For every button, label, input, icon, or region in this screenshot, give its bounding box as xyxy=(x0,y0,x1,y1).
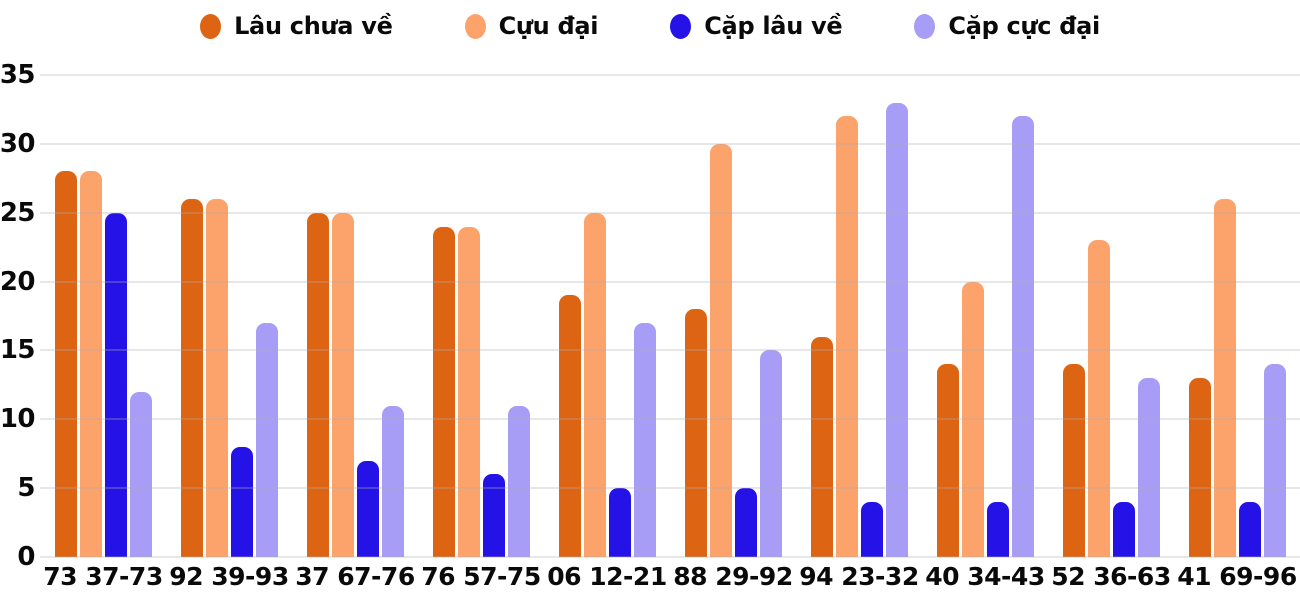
legend-dot-icon xyxy=(200,13,222,39)
bar-series-3-group-0 xyxy=(129,391,152,557)
x-category-label: 76 57-75 xyxy=(421,562,541,591)
bar-series-2-group-9 xyxy=(1238,501,1261,557)
x-category-label: 92 39-93 xyxy=(169,562,289,591)
bar-series-0-group-3 xyxy=(432,226,455,557)
bar-group-9 xyxy=(1174,75,1300,557)
bar-series-3-group-4 xyxy=(633,322,656,557)
bar-series-3-group-2 xyxy=(381,405,404,557)
bar-series-3-group-8 xyxy=(1137,377,1160,557)
x-category-label: 37 67-76 xyxy=(295,562,415,591)
y-tick-label: 15 xyxy=(0,335,36,366)
y-tick-label: 10 xyxy=(0,404,36,435)
bar-series-3-group-7 xyxy=(1011,116,1034,557)
x-category-label: 88 29-92 xyxy=(673,562,793,591)
legend-item-series-2[interactable]: Cặp lâu về xyxy=(670,12,843,40)
x-category-label: 73 37-73 xyxy=(43,562,163,591)
bar-series-1-group-1 xyxy=(205,198,228,557)
bar-series-2-group-5 xyxy=(734,488,757,557)
bar-series-3-group-1 xyxy=(255,322,278,557)
legend-item-series-3[interactable]: Cặp cực đại xyxy=(914,12,1100,40)
y-tick-label: 35 xyxy=(0,60,36,90)
bar-group-8 xyxy=(1048,75,1174,557)
bar-series-1-group-2 xyxy=(331,212,354,557)
y-tick-label: 25 xyxy=(0,197,36,228)
x-category-label: 52 36-63 xyxy=(1051,562,1171,591)
legend-dot-icon xyxy=(670,13,692,39)
x-category-label: 06 12-21 xyxy=(547,562,667,591)
x-category-label: 40 34-43 xyxy=(925,562,1045,591)
bar-series-1-group-7 xyxy=(961,281,984,557)
bar-series-0-group-5 xyxy=(684,309,707,557)
bar-series-2-group-1 xyxy=(230,446,253,557)
legend-label: Lâu chưa về xyxy=(234,12,393,40)
bar-series-1-group-5 xyxy=(709,143,732,557)
bar-series-3-group-6 xyxy=(885,102,908,557)
y-tick-label: 30 xyxy=(0,128,36,159)
x-axis: 73 37-73 92 39-93 37 67-76 76 57-75 06 12-21… xyxy=(40,557,1300,589)
y-tick-label: 5 xyxy=(17,473,35,504)
y-tick-label: 0 xyxy=(17,542,35,572)
legend-label: Cặp cực đại xyxy=(948,12,1100,40)
bar-series-1-group-8 xyxy=(1087,240,1110,557)
y-tick-label: 20 xyxy=(0,266,36,297)
chart-body: 0 5 10 15 20 25 30 35 xyxy=(0,62,1300,570)
bar-series-3-group-9 xyxy=(1263,364,1286,557)
bar-groups xyxy=(40,75,1300,557)
bar-group-3 xyxy=(418,75,544,557)
bar-series-1-group-6 xyxy=(835,116,858,557)
bar-series-0-group-1 xyxy=(180,198,203,557)
bar-series-0-group-8 xyxy=(1062,364,1085,557)
x-category-label: 94 23-32 xyxy=(799,562,919,591)
legend-item-series-1[interactable]: Cựu đại xyxy=(464,12,599,40)
bar-series-2-group-2 xyxy=(356,460,379,557)
bar-series-2-group-3 xyxy=(482,474,505,557)
legend-dot-icon xyxy=(914,13,936,39)
bar-series-0-group-0 xyxy=(54,171,77,557)
bar-series-1-group-0 xyxy=(79,171,102,557)
bar-series-2-group-0 xyxy=(104,212,127,557)
bar-group-1 xyxy=(166,75,292,557)
legend-dot-icon xyxy=(464,13,486,39)
bar-series-1-group-3 xyxy=(457,226,480,557)
legend-item-series-0[interactable]: Lâu chưa về xyxy=(200,12,393,40)
bar-group-4 xyxy=(544,75,670,557)
chart-legend: Lâu chưa về Cựu đại Cặp lâu về Cặp cực đại xyxy=(0,0,1300,41)
bar-group-5 xyxy=(670,75,796,557)
plot-area xyxy=(40,74,1300,558)
legend-label: Cặp lâu về xyxy=(704,12,843,40)
bar-group-7 xyxy=(922,75,1048,557)
bar-group-0 xyxy=(40,75,166,557)
bar-series-3-group-5 xyxy=(759,350,782,557)
bar-series-0-group-6 xyxy=(810,336,833,557)
bar-series-0-group-4 xyxy=(558,295,581,557)
bar-group-2 xyxy=(292,75,418,557)
bar-series-0-group-2 xyxy=(306,212,329,557)
x-category-label: 41 69-96 xyxy=(1177,562,1297,591)
bar-series-0-group-7 xyxy=(936,364,959,557)
bar-series-2-group-8 xyxy=(1112,501,1135,557)
legend-label: Cựu đại xyxy=(498,12,599,40)
bar-series-1-group-4 xyxy=(583,212,606,557)
bar-series-1-group-9 xyxy=(1213,198,1236,557)
bar-series-2-group-6 xyxy=(860,501,883,557)
y-axis: 0 5 10 15 20 25 30 35 xyxy=(0,62,40,570)
bar-series-2-group-7 xyxy=(986,501,1009,557)
bar-series-2-group-4 xyxy=(608,488,631,557)
bar-series-3-group-3 xyxy=(507,405,530,557)
bar-series-0-group-9 xyxy=(1188,377,1211,557)
bar-group-6 xyxy=(796,75,922,557)
